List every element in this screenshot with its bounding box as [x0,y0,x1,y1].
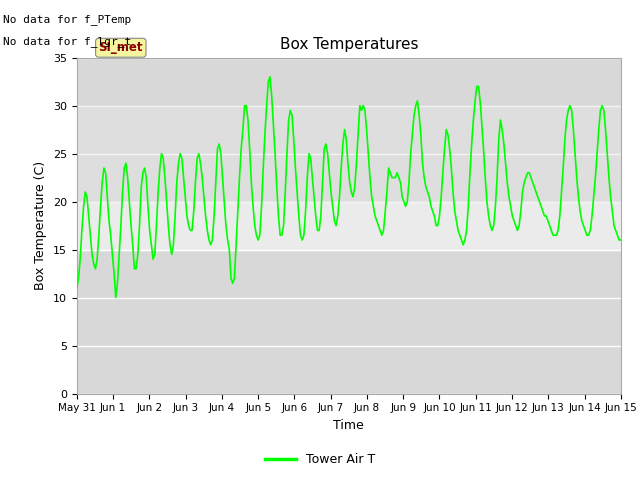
Text: No data for f_lgr_t: No data for f_lgr_t [3,36,131,47]
Y-axis label: Box Temperature (C): Box Temperature (C) [35,161,47,290]
X-axis label: Time: Time [333,419,364,432]
Text: SI_met: SI_met [99,41,143,54]
Bar [77,202,621,250]
Title: Box Temperatures: Box Temperatures [280,37,418,52]
Bar [77,106,621,202]
Text: No data for f_PTemp: No data for f_PTemp [3,14,131,25]
Legend: Tower Air T: Tower Air T [260,448,380,471]
